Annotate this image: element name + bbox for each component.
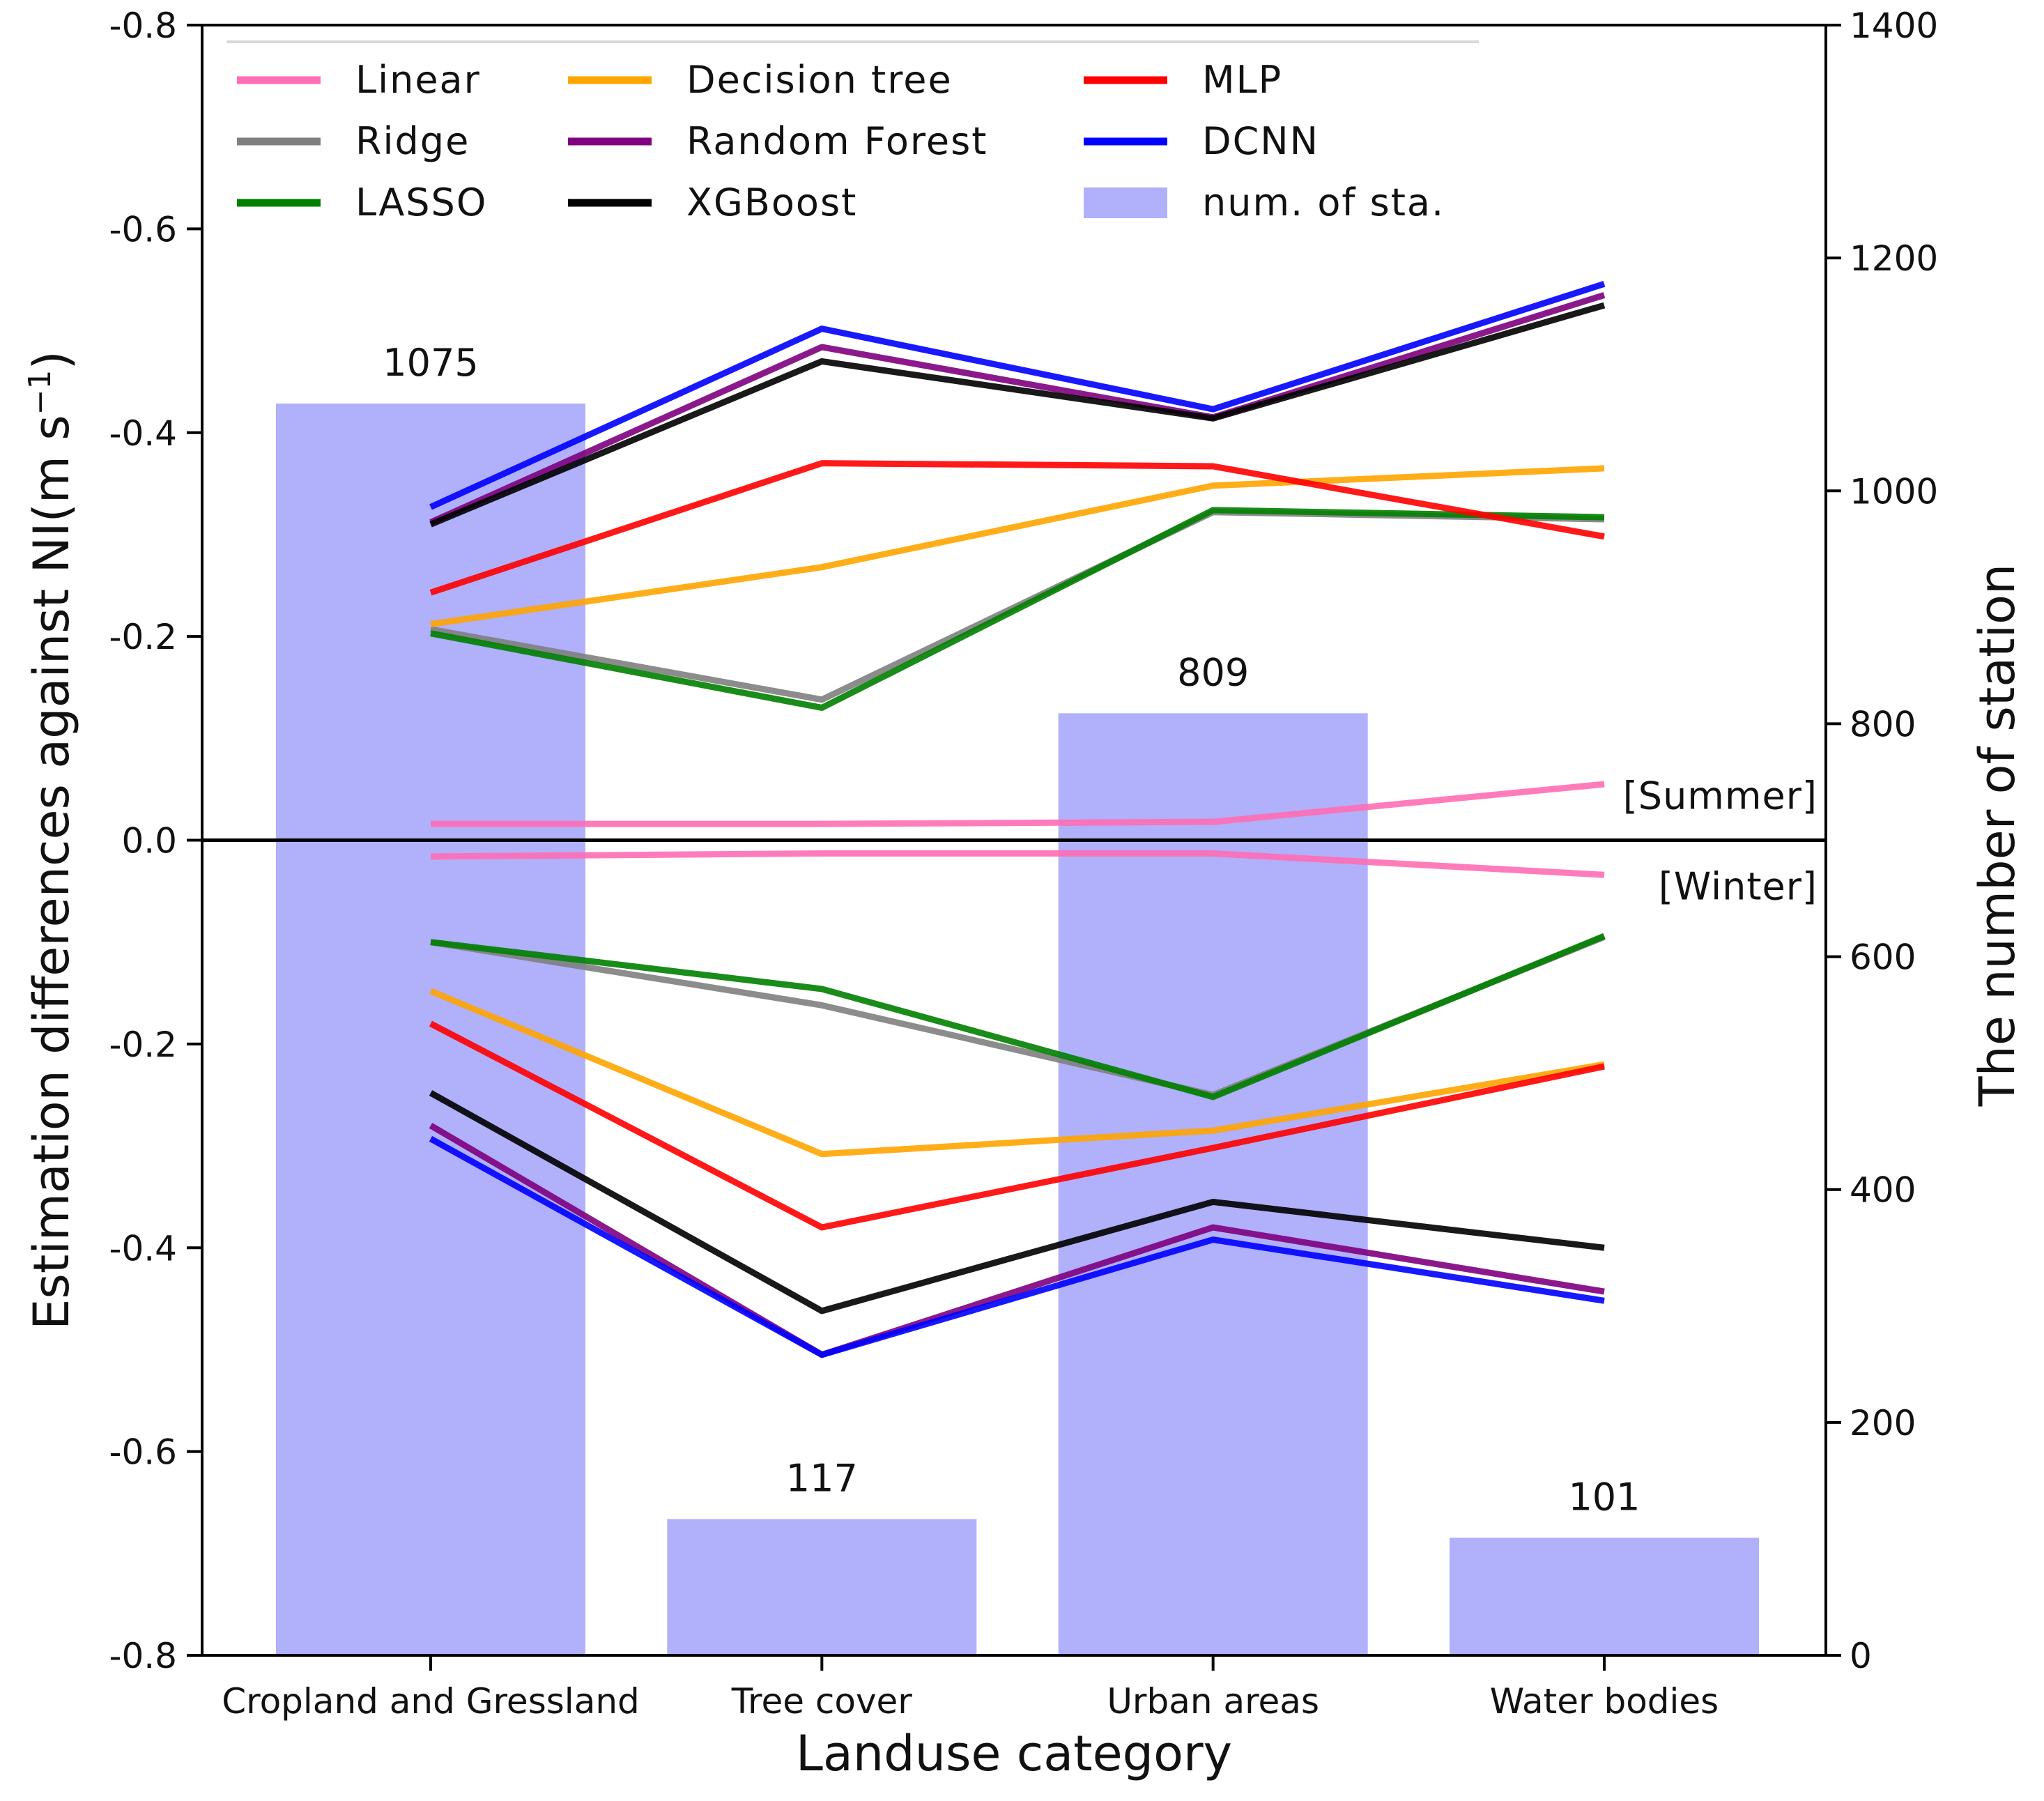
legend-swatch-bar [1084, 187, 1167, 218]
series-line-summer-random-forest [429, 292, 1606, 526]
left-tick-label: -0.2 [109, 1025, 177, 1065]
right-tick-label: 0 [1850, 1636, 1872, 1676]
winter-label: [Winter] [1659, 865, 1818, 909]
series-line-summer-lasso [430, 507, 1605, 711]
series-line-winter-dcnn [429, 1135, 1605, 1358]
legend-label: LASSO [355, 181, 487, 224]
left-tick-label: -0.4 [109, 413, 177, 454]
bar-value-label: 809 [1177, 650, 1249, 694]
y-axis-title: Estimation differences against NI(m s−1) [22, 351, 80, 1330]
legend-label: Ridge [355, 119, 470, 163]
right-tick-label: 600 [1850, 937, 1916, 978]
legend-label: DCNN [1202, 119, 1319, 163]
bar-1 [667, 1519, 977, 1655]
series-line-summer-mlp [429, 460, 1605, 596]
left-tick-label: -0.4 [109, 1228, 177, 1269]
axes-layer [187, 24, 1841, 1671]
legend: Linear Ridge LASSO Decision tree Random Fore… [226, 40, 1479, 224]
bar-value-label: 117 [786, 1457, 858, 1501]
x-axis-title: Landuse category [796, 1725, 1232, 1782]
left-tick-label: -0.8 [109, 6, 177, 46]
series-line-winter-xgboost [429, 1090, 1605, 1315]
series-line-summer-linear [431, 781, 1605, 827]
bar-2 [1058, 713, 1368, 1656]
y2-axis-title: The number of station [1969, 564, 2026, 1108]
legend-label: XGBoost [686, 181, 857, 224]
series-line-winter-mlp [429, 1020, 1605, 1231]
series-line-winter-random-forest [429, 1122, 1605, 1358]
series-line-winter-decision-tree [429, 988, 1605, 1158]
category-label: Tree cover [731, 1681, 913, 1722]
left-tick-label: -0.2 [109, 617, 177, 657]
bar-value-label: 1075 [383, 341, 478, 385]
legend-label: MLP [1202, 58, 1282, 102]
summer-label: [Summer] [1623, 774, 1818, 818]
series-line-winter-lasso [430, 933, 1606, 1101]
category-label: Water bodies [1490, 1681, 1719, 1722]
legend-label: Decision tree [686, 58, 953, 102]
right-tick-label: 400 [1850, 1170, 1916, 1211]
bar-3 [1450, 1538, 1759, 1655]
legend-label: Random Forest [686, 119, 988, 163]
right-tick-label: 800 [1850, 704, 1916, 744]
left-tick-label: -0.6 [109, 1432, 177, 1473]
series-line-summer-dcnn [429, 281, 1606, 510]
left-tick-label: 0.0 [121, 821, 177, 861]
right-tick-label: 200 [1850, 1403, 1916, 1443]
labels-layer: 1075 117 809 101 [Summer] [Winter] -0.8 -0.6 -0.… [22, 6, 2026, 1782]
legend-label: num. of sta. [1202, 181, 1445, 224]
category-label: Urban areas [1107, 1681, 1319, 1722]
series-line-summer-xgboost [429, 302, 1606, 528]
legend-label: Linear [355, 58, 481, 102]
bars-layer [276, 403, 1759, 1656]
series-line-winter-linear [430, 850, 1605, 878]
right-tick-label: 1400 [1850, 6, 1938, 46]
series-line-summer-decision-tree [430, 465, 1605, 628]
left-tick-label: -0.6 [109, 209, 177, 250]
lines-layer [429, 281, 1606, 1358]
right-tick-label: 1000 [1850, 471, 1938, 512]
left-tick-label: -0.8 [109, 1636, 177, 1676]
bar-value-label: 101 [1568, 1475, 1640, 1519]
right-tick-label: 1200 [1850, 238, 1938, 279]
category-label: Cropland and Gressland [222, 1681, 640, 1722]
